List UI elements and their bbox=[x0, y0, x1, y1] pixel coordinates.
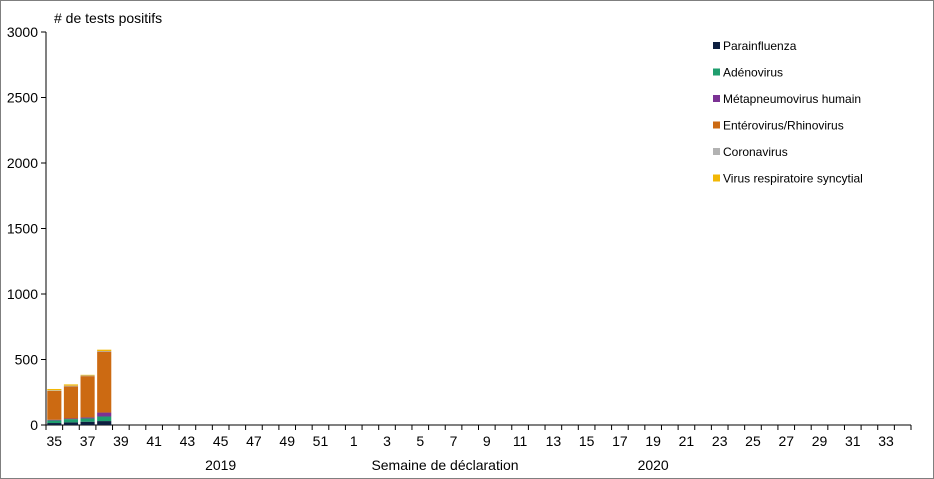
bar-segment bbox=[47, 388, 62, 391]
legend-swatch bbox=[713, 42, 720, 49]
bar-segment bbox=[47, 420, 62, 424]
x-tick-label: 47 bbox=[246, 433, 262, 449]
legend-label: Coronavirus bbox=[723, 145, 788, 159]
x-tick-label: 51 bbox=[313, 433, 329, 449]
x-tick-label: 43 bbox=[180, 433, 196, 449]
bar-segment bbox=[80, 376, 95, 418]
x-tick-label: 15 bbox=[579, 433, 595, 449]
legend-swatch bbox=[713, 95, 720, 102]
x-tick-label: 1 bbox=[350, 433, 358, 449]
x-tick-label: 27 bbox=[778, 433, 794, 449]
bar-segment bbox=[97, 412, 112, 417]
bar-segment bbox=[63, 385, 79, 387]
y-tick-label: 1500 bbox=[7, 221, 38, 237]
x-tick-label: 13 bbox=[546, 433, 562, 449]
x-tick-label: 11 bbox=[513, 433, 528, 449]
year-label: 2020 bbox=[638, 457, 669, 473]
bar-segment bbox=[97, 351, 112, 413]
x-tick-label: 31 bbox=[845, 433, 861, 449]
legend-swatch bbox=[713, 148, 720, 155]
bar-segment bbox=[63, 418, 79, 420]
y-tick-label: 1000 bbox=[7, 286, 38, 302]
x-tick-label: 3 bbox=[383, 433, 391, 449]
x-tick-label: 39 bbox=[113, 433, 129, 449]
legend-label: Parainfluenza bbox=[723, 39, 797, 53]
legend-swatch bbox=[713, 68, 720, 76]
x-tick-label: 29 bbox=[812, 433, 828, 449]
y-tick-label: 0 bbox=[30, 417, 38, 433]
x-tick-label: 23 bbox=[712, 433, 728, 449]
x-tick-label: 33 bbox=[878, 433, 894, 449]
bar-segment bbox=[97, 349, 112, 351]
legend-swatch bbox=[713, 121, 720, 129]
bars bbox=[47, 349, 112, 425]
x-tick-label: 25 bbox=[745, 433, 761, 449]
bar-segment bbox=[97, 416, 112, 422]
x-tick-label: 37 bbox=[80, 433, 96, 449]
bar-segment bbox=[47, 423, 62, 425]
bar-segment bbox=[80, 418, 95, 422]
x-tick-label: 5 bbox=[416, 433, 424, 449]
y-axis-title: # de tests positifs bbox=[54, 10, 162, 26]
x-tick-label: 35 bbox=[47, 433, 63, 449]
x-tick-label: 9 bbox=[483, 433, 491, 449]
x-tick-label: 41 bbox=[146, 433, 162, 449]
y-tick-label: 3000 bbox=[7, 24, 38, 40]
x-tick-label: 45 bbox=[213, 433, 229, 449]
x-tick-label: 19 bbox=[645, 433, 661, 449]
legend-swatch bbox=[713, 174, 720, 182]
bar-segment bbox=[63, 384, 79, 386]
bar-segment bbox=[47, 390, 62, 391]
x-tick-label: 17 bbox=[612, 433, 628, 449]
bar-segment bbox=[80, 374, 95, 376]
x-tick-label: 21 bbox=[679, 433, 695, 449]
bar-segment bbox=[80, 417, 95, 419]
bar-segment bbox=[47, 419, 62, 421]
bar-segment bbox=[80, 421, 95, 425]
y-tick-label: 2500 bbox=[7, 90, 38, 106]
legend-label: Métapneumovirus humain bbox=[723, 92, 861, 106]
y-tick-label: 2000 bbox=[7, 155, 38, 171]
bar-segment bbox=[63, 419, 79, 423]
x-tick-label: 49 bbox=[279, 433, 295, 449]
bar-segment bbox=[47, 390, 62, 420]
legend-label: Adénovirus bbox=[723, 66, 783, 80]
legend: Parainfluenza Adénovirus Métapneumovirus h… bbox=[713, 39, 863, 186]
bar-segment bbox=[97, 421, 112, 425]
y-tick-label: 500 bbox=[15, 352, 39, 368]
bar-segment bbox=[63, 422, 79, 425]
bar-segment bbox=[63, 386, 79, 419]
x-tick-label: 7 bbox=[450, 433, 458, 449]
legend-label: Virus respiratoire syncytial bbox=[723, 172, 863, 186]
bar-segment bbox=[80, 375, 95, 377]
bar-segment bbox=[97, 350, 112, 352]
x-axis-title: Semaine de déclaration bbox=[371, 457, 518, 473]
legend-label: Entérovirus/Rhinovirus bbox=[723, 119, 844, 133]
year-label: 2019 bbox=[205, 457, 236, 473]
